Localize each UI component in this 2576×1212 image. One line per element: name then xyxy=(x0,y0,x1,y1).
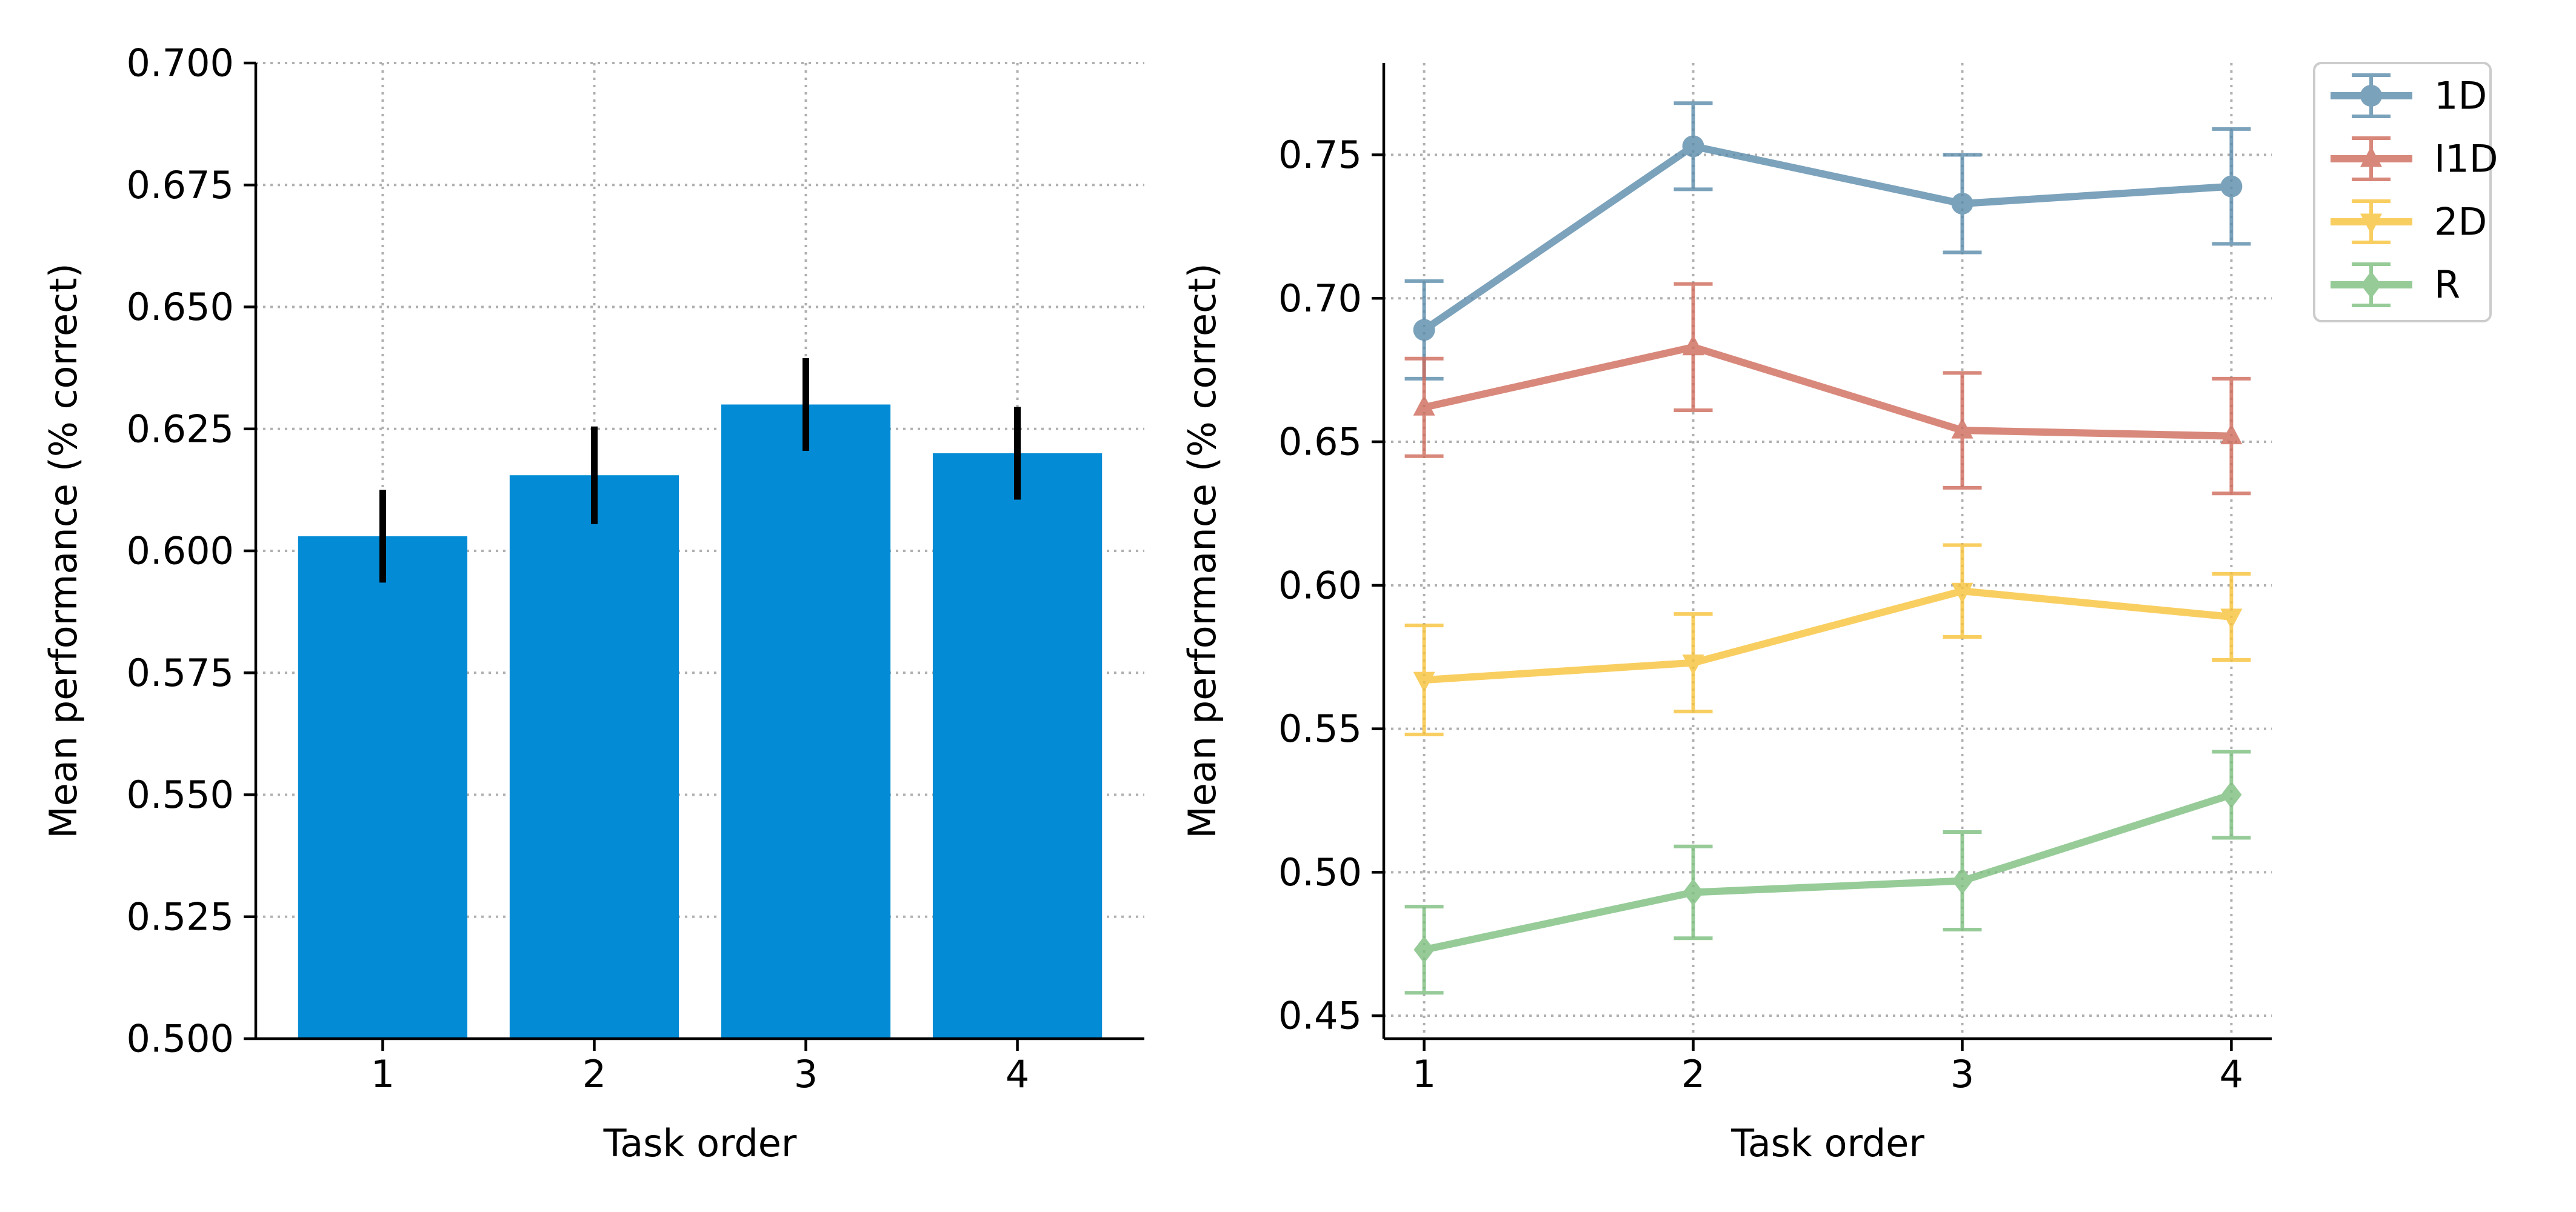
right-y-tick-label: 0.70 xyxy=(1278,276,1362,321)
legend-label-r: R xyxy=(2434,263,2460,307)
left-x-tick-label: 1 xyxy=(371,1052,395,1096)
line-chart-task-order-by-condition: 0.45 0.50 0.55 0.60 0.65 0.70 0.75 1 2 3 4 Task ord… xyxy=(1180,63,2272,1165)
left-x-tick-label: 2 xyxy=(582,1052,606,1096)
marker-2d xyxy=(2220,608,2243,630)
legend-marker-2d xyxy=(2360,213,2382,235)
marker-1d xyxy=(2220,175,2243,198)
legend-frame xyxy=(2313,62,2492,322)
right-y-tick-label: 0.75 xyxy=(1278,133,1362,177)
legend-label-i1d: I1D xyxy=(2434,137,2498,181)
left-y-tick-label: 0.525 xyxy=(127,894,235,939)
left-x-tick-label: 4 xyxy=(1006,1052,1029,1096)
left-y-tick-label: 0.675 xyxy=(127,163,235,207)
legend-entry-1d xyxy=(2331,73,2412,118)
bar-task-2 xyxy=(509,475,679,1039)
left-x-tick-label: 3 xyxy=(794,1052,818,1096)
right-y-tick-label: 0.45 xyxy=(1278,994,1362,1038)
right-x-tick-label: 1 xyxy=(1412,1052,1436,1096)
legend-label-1d: 1D xyxy=(2434,74,2487,118)
line-i1d xyxy=(1423,343,2232,440)
left-y-axis-title: Mean performance (% correct) xyxy=(41,263,85,839)
marker-1d xyxy=(1951,193,1974,215)
right-y-tick-label: 0.55 xyxy=(1278,707,1362,751)
legend-marker-r xyxy=(2360,271,2382,299)
marker-2d xyxy=(1413,671,1435,693)
marker-2d xyxy=(1682,654,1704,676)
marker-1d xyxy=(1682,135,1704,158)
right-x-tick-label: 2 xyxy=(1681,1052,1705,1096)
marker-1d xyxy=(1413,319,1435,341)
marker-r xyxy=(2221,781,2242,808)
marker-r xyxy=(1683,879,1704,906)
legend-marker-1d xyxy=(2360,85,2382,107)
legend-label-2d: 2D xyxy=(2434,200,2487,244)
marker-i1d xyxy=(2220,423,2243,445)
legend-entry-i1d xyxy=(2331,136,2412,181)
left-y-tick-label: 0.575 xyxy=(127,651,235,695)
left-y-tick-label: 0.650 xyxy=(127,285,235,329)
marker-2d xyxy=(1951,582,1974,604)
legend-entry-2d xyxy=(2331,199,2412,244)
right-y-axis-title: Mean performance (% correct) xyxy=(1180,263,1224,839)
right-y-tick-label: 0.60 xyxy=(1278,563,1362,607)
line-2d xyxy=(1424,587,2232,684)
bar-task-3 xyxy=(721,404,891,1039)
bar-task-4 xyxy=(932,453,1103,1039)
marker-i1d xyxy=(1682,335,1704,356)
right-x-axis-title: Task order xyxy=(1730,1121,1924,1165)
series-i1d xyxy=(1404,282,2251,496)
right-x-tick-label: 4 xyxy=(2220,1052,2243,1096)
line-1d xyxy=(1422,142,2232,333)
marker-i1d xyxy=(1413,395,1435,416)
right-y-tick-label: 0.50 xyxy=(1278,850,1362,894)
series-1d xyxy=(1404,101,2251,381)
legend: 1D I1D 2D R xyxy=(2313,62,2498,322)
left-y-tick-label: 0.700 xyxy=(127,41,235,85)
right-y-tick-label: 0.65 xyxy=(1278,420,1362,464)
marker-r xyxy=(1952,867,1973,895)
marker-i1d xyxy=(1951,418,1974,439)
left-x-axis-title: Task order xyxy=(603,1121,797,1165)
left-y-tick-label: 0.500 xyxy=(127,1017,235,1061)
bar-chart-task-order: 0.500 0.525 0.550 0.575 0.600 0.625 0.650 0.675… xyxy=(41,41,1144,1165)
bar-task-1 xyxy=(298,536,468,1039)
left-y-tick-label: 0.550 xyxy=(127,773,235,817)
series-2d xyxy=(1404,543,2251,737)
marker-r xyxy=(1413,936,1435,964)
legend-marker-i1d xyxy=(2360,146,2382,167)
left-y-tick-label: 0.625 xyxy=(127,407,235,451)
legend-entry-r xyxy=(2331,262,2412,307)
series-r xyxy=(1404,750,2251,995)
left-y-tick-label: 0.600 xyxy=(127,529,235,573)
line-r xyxy=(1423,791,2233,954)
right-x-tick-label: 3 xyxy=(1950,1052,1974,1096)
